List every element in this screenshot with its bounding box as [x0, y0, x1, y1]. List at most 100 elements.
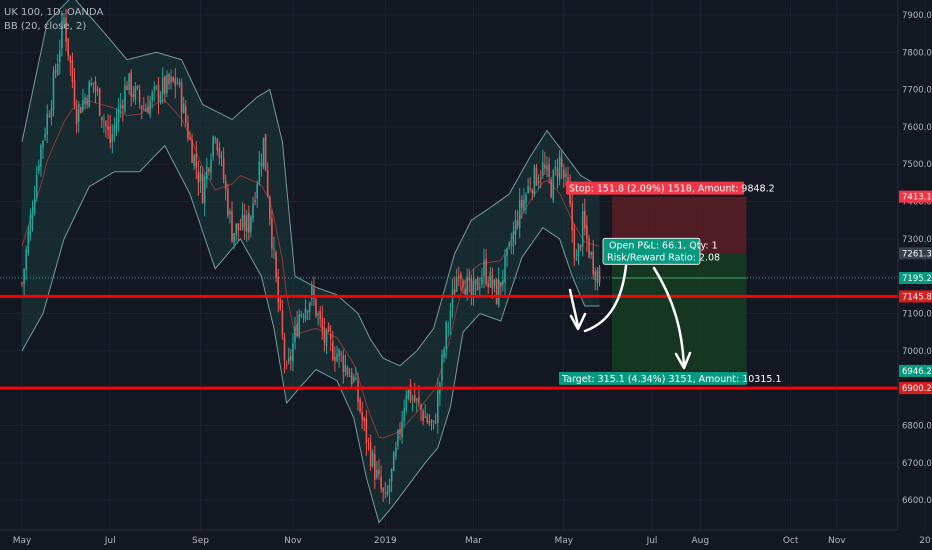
candle-body	[399, 429, 401, 434]
candle-body	[222, 157, 225, 181]
candle-body	[491, 275, 494, 289]
candle-body	[569, 186, 571, 204]
candle-body	[510, 244, 513, 246]
candle-body	[342, 355, 345, 372]
price-axis-tick-label: 7000.0	[902, 347, 932, 357]
candle-body	[413, 394, 416, 402]
candle-body	[380, 476, 382, 489]
candle-body	[535, 167, 538, 186]
candle-body	[187, 122, 189, 139]
price-axis-tick-label: 7600.0	[902, 123, 932, 133]
candle-body	[176, 83, 179, 85]
candle-body	[94, 80, 97, 91]
candle-body	[502, 280, 504, 285]
candle-body	[245, 215, 248, 232]
candle-body	[31, 212, 34, 220]
candle-body	[516, 220, 519, 226]
candle-body	[35, 174, 38, 199]
candle-body	[489, 271, 492, 287]
indicator-title[interactable]: BB (20, close, 2)	[4, 21, 87, 32]
candle-body	[441, 354, 443, 381]
candle-body	[254, 200, 256, 202]
candle-body	[332, 341, 334, 360]
stop-label-text: Stop: 151.8 (2.09%) 1518, Amount: 9848.2	[569, 184, 775, 195]
candle-body	[248, 213, 250, 233]
candle-body	[77, 104, 80, 122]
candle-body	[111, 134, 114, 142]
candle-body	[260, 163, 263, 166]
candle-body	[174, 77, 177, 87]
candle-body	[88, 81, 90, 108]
candle-body	[296, 323, 298, 337]
candle-body	[508, 243, 510, 247]
candle-body	[336, 354, 338, 361]
candle-body	[67, 38, 69, 56]
candle-body	[42, 140, 44, 147]
candle-body	[164, 77, 166, 94]
candle-body	[445, 322, 447, 349]
candle-body	[149, 100, 151, 115]
candle-body	[321, 317, 324, 331]
candle-body	[430, 420, 433, 423]
candle-body	[424, 416, 426, 418]
candle-body	[449, 310, 452, 323]
candle-body	[506, 248, 508, 256]
candle-body	[313, 288, 315, 299]
candle-body	[180, 83, 183, 114]
candle-body	[172, 77, 174, 82]
price-axis-tick-label: 7700.0	[902, 86, 932, 96]
candle-body	[69, 56, 72, 64]
candle-body	[514, 219, 517, 235]
candle-body	[521, 199, 523, 208]
candle-body	[130, 72, 132, 97]
candle-body	[476, 277, 479, 291]
candle-body	[382, 488, 384, 492]
price-axis-tick-label: 7500.0	[902, 160, 932, 170]
candle-body	[434, 422, 437, 424]
candle-body	[479, 287, 481, 289]
candle-body	[191, 139, 193, 163]
down-arrow-1-head	[569, 312, 587, 331]
candle-body	[304, 308, 307, 320]
candle-body	[233, 233, 235, 244]
candle-body	[193, 154, 195, 166]
candle-body	[170, 76, 172, 83]
candle-body	[579, 245, 582, 248]
candle-body	[563, 169, 565, 178]
price-tag-last	[899, 271, 932, 284]
candle-body	[59, 50, 61, 63]
price-tag-label: 7145.8	[902, 292, 932, 302]
candle-body	[109, 126, 111, 143]
candle-body	[103, 121, 105, 123]
candle-body	[386, 490, 389, 495]
candle-body	[65, 18, 67, 42]
candle-body	[363, 417, 366, 422]
candle-body	[229, 211, 231, 215]
candle-body	[48, 116, 51, 118]
candle-body	[161, 77, 164, 95]
candle-body	[384, 492, 387, 494]
candle-body	[147, 106, 149, 114]
candle-body	[203, 176, 206, 204]
candle-body	[451, 289, 454, 308]
candle-body	[136, 86, 139, 89]
candle-body	[258, 161, 261, 185]
price-tag-label: 7261.3	[902, 249, 932, 259]
candle-body	[542, 162, 544, 176]
candle-body	[157, 84, 160, 102]
symbol-title[interactable]: UK 100, 1D, OANDA	[4, 7, 104, 18]
candle-body	[182, 103, 185, 113]
candle-body	[132, 93, 135, 97]
candle-body	[44, 133, 46, 138]
candle-body	[140, 105, 143, 110]
candle-body	[334, 356, 336, 362]
candle-body	[40, 145, 42, 167]
candle-body	[401, 420, 403, 438]
candle-body	[290, 356, 292, 360]
candle-body	[63, 17, 65, 25]
candle-body	[138, 90, 141, 103]
candle-body	[71, 60, 74, 83]
time-axis-label: Oct	[783, 536, 799, 546]
